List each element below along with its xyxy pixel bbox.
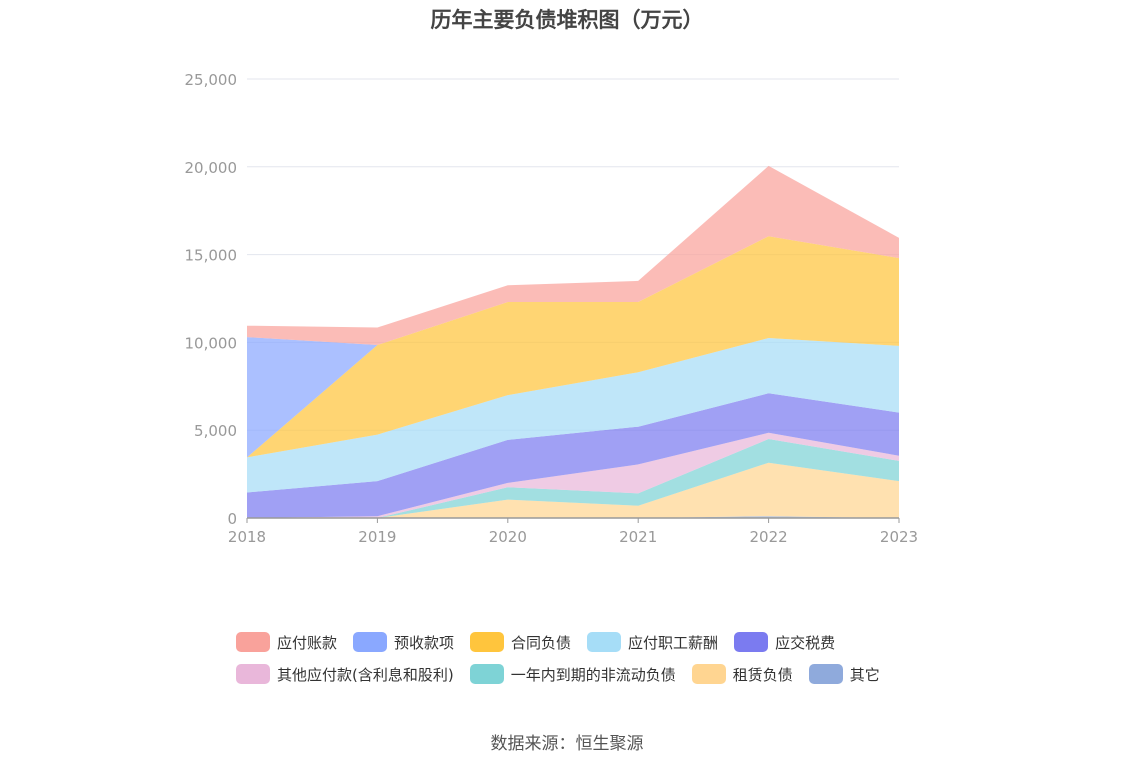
legend: 应付账款 预收款项 合同负债 应付职工薪酬 应交税费 其他应付款(含利息和股利) 一年内到… xyxy=(236,632,926,696)
area-应交税费 xyxy=(247,393,899,518)
x-tick-label: 2022 xyxy=(750,528,788,546)
legend-label: 合同负债 xyxy=(511,633,572,652)
area-其他应付款(含利息和股利) xyxy=(247,432,899,518)
legend-item[interactable]: 应付账款 xyxy=(236,632,337,653)
y-tick-label: 0 xyxy=(227,510,237,528)
legend-swatch xyxy=(587,632,622,652)
legend-label: 其它 xyxy=(849,665,880,684)
legend-swatch xyxy=(353,632,388,652)
stacked-area-chart: 0 5,000 10,000 15,000 20,000 25,000 2018 2019 20… xyxy=(185,71,919,546)
area-合同负债 xyxy=(247,236,899,458)
legend-label: 应交税费 xyxy=(775,633,836,652)
axes: 0 5,000 10,000 15,000 20,000 25,000 2018 2019 20… xyxy=(185,71,919,546)
legend-item[interactable]: 其他应付款(含利息和股利) xyxy=(236,664,454,685)
legend-label: 其他应付款(含利息和股利) xyxy=(277,665,454,684)
legend-label: 预收款项 xyxy=(394,633,455,652)
legend-item[interactable]: 其它 xyxy=(808,664,880,685)
legend-swatch xyxy=(469,664,504,684)
x-tick-label: 2020 xyxy=(489,528,527,546)
y-tick-label: 20,000 xyxy=(185,159,238,177)
legend-item[interactable]: 一年内到期的非流动负债 xyxy=(469,664,676,685)
legend-swatch xyxy=(236,632,270,652)
legend-label: 租赁负债 xyxy=(732,665,793,684)
legend-row-1: 应付账款 预收款项 合同负债 应付职工薪酬 应交税费 xyxy=(236,632,926,652)
legend-swatch xyxy=(691,664,726,684)
x-tick-label: 2019 xyxy=(358,528,396,546)
legend-swatch xyxy=(470,632,505,652)
y-tick-label: 25,000 xyxy=(185,71,238,89)
x-tick-label: 2021 xyxy=(619,528,657,546)
legend-item[interactable]: 合同负债 xyxy=(470,632,571,653)
legend-swatch xyxy=(236,664,270,684)
area-应付职工薪酬 xyxy=(247,338,899,493)
legend-label: 一年内到期的非流动负债 xyxy=(510,665,676,684)
legend-label: 应付账款 xyxy=(277,633,338,652)
legend-item[interactable]: 应付职工薪酬 xyxy=(587,632,718,653)
chart-title: 历年主要负债堆积图（万元） xyxy=(430,8,704,32)
x-tick-label: 2018 xyxy=(228,528,266,546)
legend-swatch xyxy=(734,632,769,652)
area-一年内到期的非流动负债 xyxy=(247,439,899,518)
area-应付账款 xyxy=(247,165,899,345)
y-tick-label: 5,000 xyxy=(194,422,237,440)
legend-item[interactable]: 预收款项 xyxy=(353,632,454,653)
x-tick-label: 2023 xyxy=(880,528,918,546)
area-租赁负债 xyxy=(247,462,899,518)
legend-item[interactable]: 租赁负债 xyxy=(691,664,793,685)
legend-swatch xyxy=(808,664,843,684)
y-tick-label: 15,000 xyxy=(185,247,238,265)
legend-label: 应付职工薪酬 xyxy=(628,633,719,652)
legend-item[interactable]: 应交税费 xyxy=(734,632,835,653)
data-source: 数据来源：恒生聚源 xyxy=(490,734,644,754)
y-tick-label: 10,000 xyxy=(185,334,238,352)
area-series xyxy=(247,165,899,518)
legend-row-2: 其他应付款(含利息和股利) 一年内到期的非流动负债 租赁负债 其它 xyxy=(236,664,926,684)
